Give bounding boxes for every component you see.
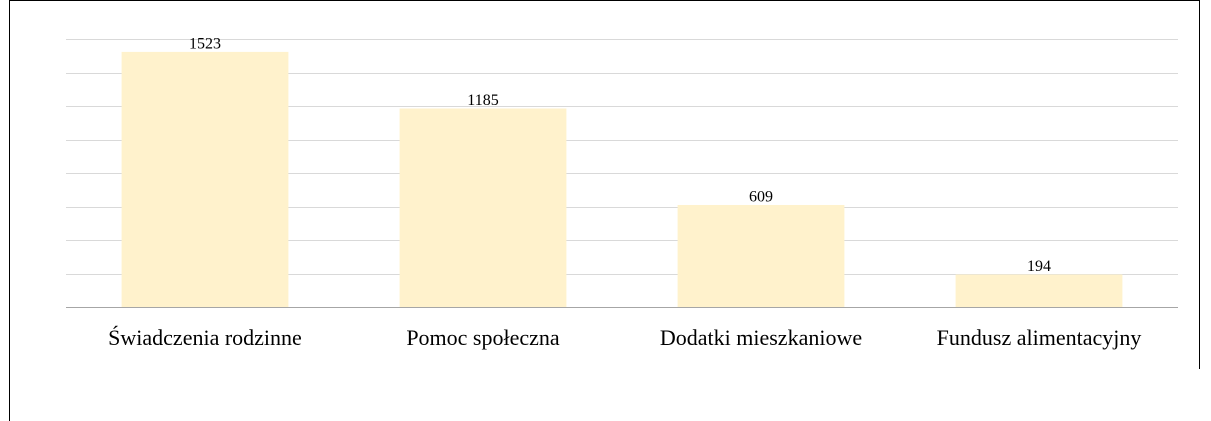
- frame: [9, 0, 1200, 421]
- bar: [399, 108, 567, 307]
- bar: [955, 274, 1123, 307]
- bar: [121, 51, 289, 308]
- data-label: 1185: [467, 92, 498, 109]
- data-label: 609: [749, 189, 773, 206]
- data-label: 194: [1027, 258, 1051, 275]
- x-tick-label: Pomoc społeczna: [406, 325, 560, 350]
- bar: [677, 204, 845, 307]
- x-tick-label: Świadczenia rodzinne: [108, 325, 302, 350]
- data-label: 1523: [189, 36, 221, 53]
- x-tick-label: Dodatki mieszkaniowe: [660, 325, 862, 350]
- x-tick-label: Fundusz alimentacyjny: [937, 325, 1142, 350]
